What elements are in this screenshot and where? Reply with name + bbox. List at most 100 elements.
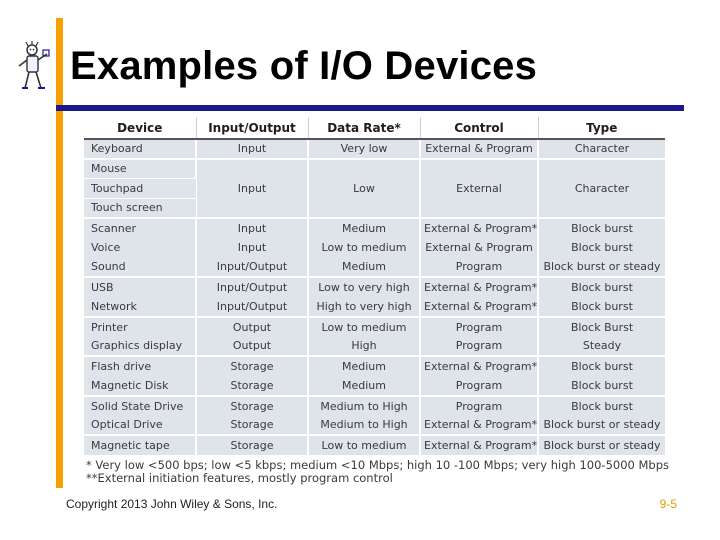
io-cell: Input/Output xyxy=(196,276,309,297)
device-cell: Flash drive xyxy=(84,355,197,376)
device-cell: Optical Drive xyxy=(84,415,197,436)
data-rate-cell: Medium xyxy=(308,257,421,278)
device-cell: USB xyxy=(84,276,197,297)
io-cell: Storage xyxy=(196,376,309,396)
type-cell: Block burst xyxy=(538,297,665,317)
accent-bar xyxy=(56,18,63,488)
control-cell: External & Program** xyxy=(420,355,539,376)
data-rate-cell: High to very high xyxy=(308,297,421,317)
device-cell: Touch screen xyxy=(84,197,196,218)
column-header-input-output: Input/Output xyxy=(196,117,309,140)
data-rate-cell: Medium xyxy=(308,217,421,238)
control-cell: External & Program** xyxy=(420,297,539,317)
io-cell: Input xyxy=(196,139,309,159)
type-cell: Character xyxy=(538,139,665,159)
control-cell: External & Program** xyxy=(420,276,539,297)
type-cell: Steady xyxy=(538,336,665,357)
table-row: Optical Drive Storage Medium to High Ext… xyxy=(84,415,665,436)
control-cell: External xyxy=(420,157,539,218)
device-cell: Graphics display xyxy=(84,336,197,357)
type-cell: Block burst xyxy=(538,276,665,297)
table-row: Keyboard Input Very low External & Progr… xyxy=(84,139,665,159)
io-cell: Output xyxy=(196,336,309,357)
table-row: Touchpad xyxy=(84,178,665,199)
footnote-data-rate: * Very low <500 bps; low <5 kbps; medium… xyxy=(86,458,670,472)
control-cell: Program xyxy=(420,376,539,396)
column-header-data-rate: Data Rate* xyxy=(308,117,421,140)
control-cell: External & Program xyxy=(420,237,539,258)
table-header-row: Device Input/Output Data Rate* Control T… xyxy=(84,117,665,140)
type-cell: Block burst xyxy=(538,237,665,258)
page-title: Examples of I/O Devices xyxy=(70,44,538,88)
footnote-control: **External initiation features, mostly p… xyxy=(86,471,393,485)
column-header-control: Control xyxy=(420,117,539,140)
control-cell: Program xyxy=(420,336,539,357)
table-row: Sound Input/Output Medium Program Block … xyxy=(84,257,665,278)
device-cell: Printer xyxy=(84,315,197,337)
data-rate-cell: Medium xyxy=(308,355,421,376)
table-row: Printer Output Low to medium Program Blo… xyxy=(84,315,665,337)
type-cell: Block burst or steady xyxy=(538,257,665,278)
table-row: Solid State Drive Storage Medium to High… xyxy=(84,394,665,416)
data-rate-cell: Low to very high xyxy=(308,276,421,297)
data-rate-cell: Medium to High xyxy=(308,394,421,416)
type-cell: Block burst or steady xyxy=(538,415,665,436)
device-cell: Keyboard xyxy=(84,139,197,159)
data-rate-cell: Very low xyxy=(308,139,421,159)
device-cell: Magnetic tape xyxy=(84,434,197,455)
control-cell: Program xyxy=(420,394,539,416)
device-cell: Solid State Drive xyxy=(84,394,197,416)
table-row: Scanner Input Medium External & Program*… xyxy=(84,217,665,238)
control-cell: Program xyxy=(420,257,539,278)
data-rate-cell: High xyxy=(308,336,421,357)
table-row: Touch screen xyxy=(84,197,665,218)
mascot-logo xyxy=(18,41,50,89)
io-cell: Storage xyxy=(196,415,309,436)
footnotes: * Very low <500 bps; low <5 kbps; medium… xyxy=(86,459,669,485)
data-rate-cell: Low to medium xyxy=(308,434,421,455)
io-cell: Output xyxy=(196,315,309,337)
device-cell: Sound xyxy=(84,257,197,278)
io-cell: Input xyxy=(196,217,309,238)
device-cell: Network xyxy=(84,297,197,317)
io-cell: Input/Output xyxy=(196,297,309,317)
device-cell: Touchpad xyxy=(84,178,196,199)
io-cell: Storage xyxy=(196,394,309,416)
type-cell: Block burst xyxy=(538,355,665,376)
io-cell: Storage xyxy=(196,434,309,455)
table-row: Graphics display Output High Program Ste… xyxy=(84,336,665,357)
io-cell: Input xyxy=(196,237,309,258)
data-rate-cell: Low to medium xyxy=(308,237,421,258)
control-cell: External & Program** xyxy=(420,217,539,238)
title-rule xyxy=(56,105,684,111)
control-cell: External & Program** xyxy=(420,415,539,436)
type-cell: Block burst xyxy=(538,217,665,238)
table-row: Magnetic Disk Storage Medium Program Blo… xyxy=(84,376,665,396)
type-cell: Block burst or steady xyxy=(538,434,665,455)
table-row: Magnetic tape Storage Low to medium Exte… xyxy=(84,434,665,455)
control-cell: External & Program xyxy=(420,139,539,159)
table-row: Voice Input Low to medium External & Pro… xyxy=(84,237,665,258)
data-rate-cell: Medium xyxy=(308,376,421,396)
device-cell: Mouse xyxy=(84,157,197,179)
type-cell: Block burst xyxy=(538,376,665,396)
control-cell: External & Program** xyxy=(420,434,539,455)
device-cell: Voice xyxy=(84,237,197,258)
table-row: Network Input/Output High to very high E… xyxy=(84,297,665,317)
control-cell: Program xyxy=(420,315,539,337)
device-cell: Magnetic Disk xyxy=(84,376,197,396)
copyright-text: Copyright 2013 John Wiley & Sons, Inc. xyxy=(66,497,278,511)
table-row: Mouse Input Low External Character xyxy=(84,157,665,218)
column-header-device: Device xyxy=(84,117,197,140)
slide-number: 9-5 xyxy=(659,497,677,511)
data-rate-cell: Medium to High xyxy=(308,415,421,436)
table-row: USB Input/Output Low to very high Extern… xyxy=(84,276,665,297)
io-cell: Storage xyxy=(196,355,309,376)
type-cell: Block burst xyxy=(538,394,665,416)
type-cell: Character xyxy=(538,157,665,218)
type-cell: Block Burst xyxy=(538,315,665,337)
data-rate-cell: Low xyxy=(308,157,421,218)
device-cell: Scanner xyxy=(84,217,197,238)
io-cell: Input xyxy=(196,157,309,218)
column-header-type: Type xyxy=(538,117,665,140)
